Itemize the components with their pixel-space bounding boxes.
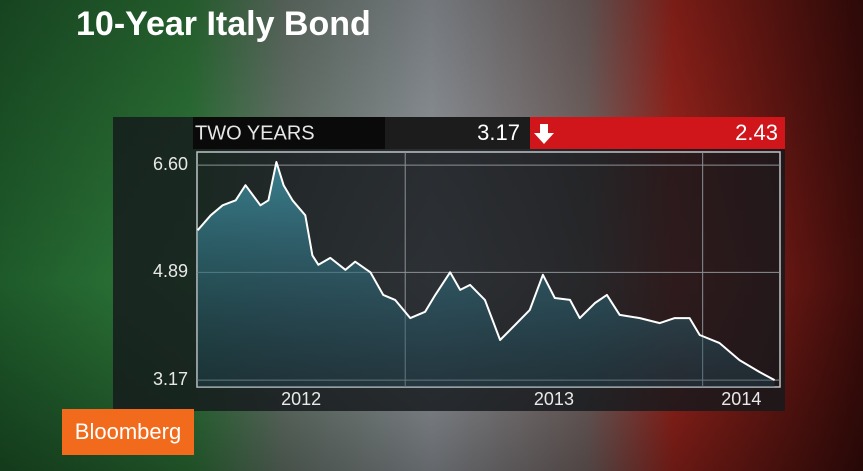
header-end-box [530, 117, 785, 149]
end-value: 2.43 [735, 120, 778, 145]
y-tick-label: 6.60 [153, 154, 188, 174]
logo-box [62, 409, 194, 455]
header-period-box [193, 117, 385, 149]
logo: Bloomberg [75, 419, 181, 444]
area [197, 162, 775, 387]
chart-title: 10-Year Italy Bond [76, 5, 371, 43]
period-label: TWO YEARS [195, 122, 315, 144]
y-tick-label: 4.89 [153, 261, 188, 281]
start-value: 3.17 [477, 120, 520, 145]
header-start-box [385, 117, 530, 149]
line [196, 161, 776, 381]
x-tick-label: 2012 [281, 389, 321, 409]
down-arrow-icon [534, 124, 554, 144]
y-tick-label: 3.17 [153, 369, 188, 389]
x-tick-label: 2013 [534, 389, 574, 409]
x-tick-label: 2014 [721, 389, 761, 409]
plot: 6.60 4.89 3.17 2012 2013 2014 [153, 152, 780, 409]
